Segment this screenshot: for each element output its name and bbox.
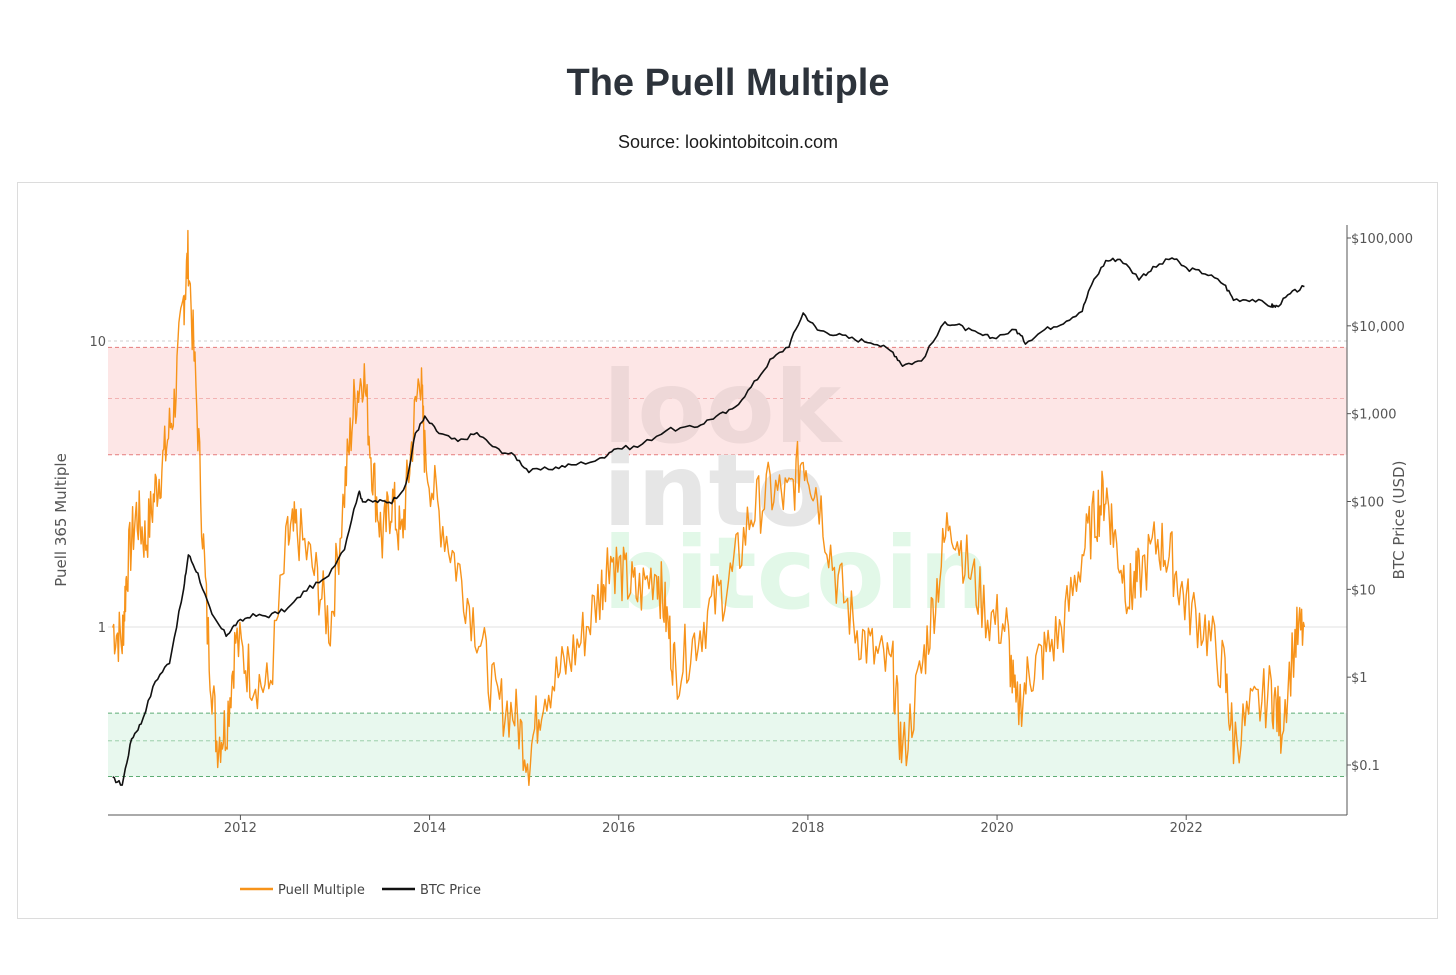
chart-source: Source: lookintobitcoin.com xyxy=(617,132,839,152)
x-tick-label: 2018 xyxy=(791,821,824,836)
legend-item-btc[interactable]: BTC Price xyxy=(382,883,481,898)
axes: 2012 2014 2016 2018 2020 2022 10 1 $100,000 $10,0… xyxy=(89,225,1413,836)
y-left-tick-label: 1 xyxy=(98,621,106,636)
legend-item-puell[interactable]: Puell Multiple xyxy=(240,883,365,898)
series-line-btc-price xyxy=(112,257,1305,786)
y-left-tick-label: 10 xyxy=(89,335,106,350)
legend: Puell Multiple BTC Price xyxy=(240,883,481,898)
y-right-tick-label: $1 xyxy=(1351,671,1368,686)
y-right-axis-title: BTC Price (USD) xyxy=(1390,461,1408,580)
band-high xyxy=(108,347,1347,455)
series-line-puell-multiple xyxy=(112,229,1306,786)
y-right-tick-label: $100,000 xyxy=(1351,232,1413,247)
series-lines xyxy=(112,229,1306,786)
y-right-tick-label: $10,000 xyxy=(1351,320,1405,335)
x-tick-label: 2022 xyxy=(1170,821,1203,836)
watermark-line-1: look xyxy=(603,349,844,466)
watermark: look into bitcoin xyxy=(603,349,990,632)
page-title: The Puell Multiple xyxy=(566,62,890,104)
x-tick-label: 2020 xyxy=(981,821,1014,836)
y-right-tick-label: $1,000 xyxy=(1351,408,1397,423)
chart-frame xyxy=(17,182,1438,919)
watermark-line-2: into xyxy=(603,432,825,549)
x-tick-label: 2016 xyxy=(602,821,635,836)
y-right-tick-label: $0.1 xyxy=(1351,759,1380,774)
x-tick-label: 2014 xyxy=(413,821,446,836)
band-low xyxy=(108,713,1347,777)
legend-label-btc: BTC Price xyxy=(420,883,481,898)
gridlines xyxy=(108,340,1347,628)
y-right-tick-label: $10 xyxy=(1351,583,1376,598)
legend-label-puell: Puell Multiple xyxy=(278,883,365,898)
y-right-tick-label: $100 xyxy=(1351,496,1384,511)
x-tick-label: 2012 xyxy=(224,821,257,836)
y-left-axis-title: Puell 365 Multiple xyxy=(52,453,70,587)
valuation-bands xyxy=(108,346,1347,778)
